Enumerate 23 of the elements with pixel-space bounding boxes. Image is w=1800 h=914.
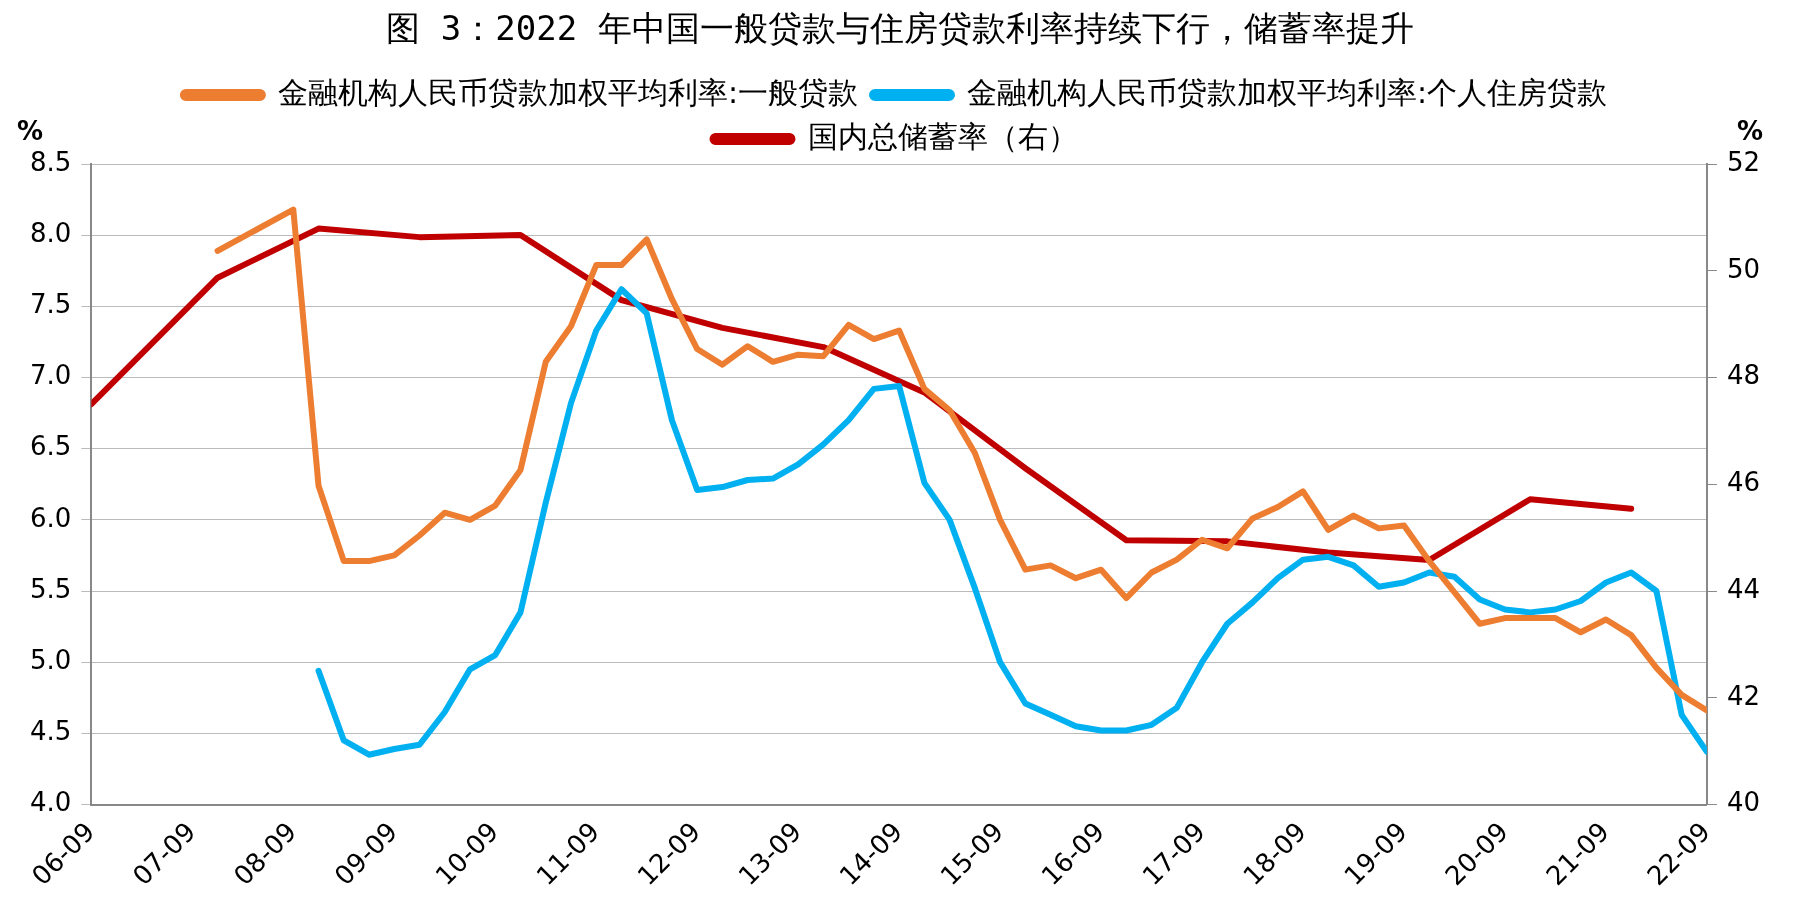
legend-label: 金融机构人民币贷款加权平均利率:一般贷款 bbox=[277, 74, 858, 110]
y-tick-label: 8.0 bbox=[29, 217, 72, 248]
y-tick-label: 6.5 bbox=[29, 431, 72, 462]
legend-label: 国内总储蓄率（右） bbox=[807, 118, 1078, 154]
y2-tick-label: 44 bbox=[1726, 573, 1761, 604]
y2-axis-title: % bbox=[1736, 115, 1764, 146]
chart-title: 图 3：2022 年中国一般贷款与住房贷款利率持续下行，储蓄率提升 bbox=[385, 7, 1415, 50]
y2-tick-label: 40 bbox=[1726, 787, 1761, 818]
y-tick-label: 8.5 bbox=[29, 146, 72, 177]
y2-tick-label: 52 bbox=[1726, 146, 1761, 177]
y2-tick-label: 46 bbox=[1726, 467, 1761, 498]
y-tick-label: 5.0 bbox=[29, 644, 72, 675]
y-tick-label: 4.5 bbox=[29, 716, 72, 747]
y-tick-label: 7.5 bbox=[29, 289, 72, 320]
y2-tick-label: 48 bbox=[1726, 360, 1761, 391]
y-axis-title: % bbox=[16, 115, 44, 146]
y-tick-label: 4.0 bbox=[29, 787, 72, 818]
y2-tick-label: 42 bbox=[1726, 680, 1761, 711]
y-tick-label: 5.5 bbox=[29, 573, 72, 604]
y-tick-label: 7.0 bbox=[29, 360, 72, 391]
y-tick-label: 6.0 bbox=[29, 502, 72, 533]
legend-label: 金融机构人民币贷款加权平均利率:个人住房贷款 bbox=[967, 74, 1608, 110]
y2-tick-label: 50 bbox=[1726, 253, 1761, 284]
